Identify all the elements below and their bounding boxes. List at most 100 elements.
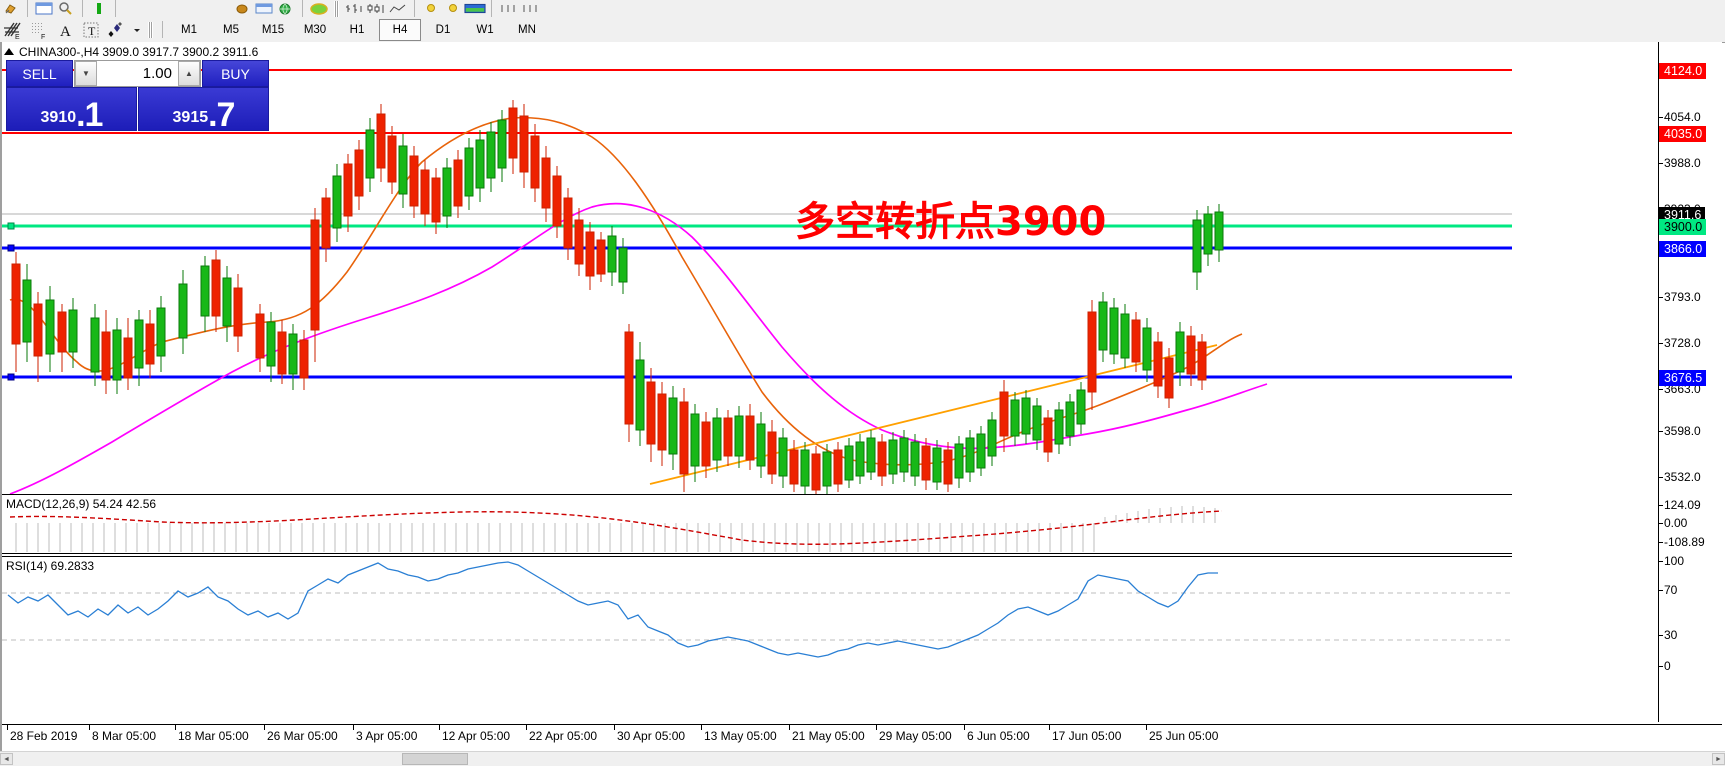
macd-panel[interactable]: MACD(12,26,9) 54.24 42.56 — [2, 495, 1512, 552]
svg-text:A: A — [60, 24, 71, 40]
magnifier-icon[interactable] — [55, 1, 77, 16]
date-tick: 26 Mar 05:00 — [267, 729, 338, 743]
date-scale[interactable]: 28 Feb 2019 8 Mar 05:00 18 Mar 05:00 26 … — [2, 724, 1722, 753]
toolbar-separator — [414, 0, 415, 17]
price-label-4035[interactable]: 4035.0 — [1659, 126, 1707, 142]
window-icon[interactable] — [33, 1, 55, 16]
rsi-panel[interactable]: RSI(14) 69.2833 — [2, 557, 1512, 722]
date-tick: 18 Mar 05:00 — [178, 729, 249, 743]
volume-value[interactable]: 1.00 — [142, 65, 172, 82]
date-tickmark — [789, 725, 790, 730]
svg-text:T: T — [88, 24, 96, 38]
green-panel-icon[interactable] — [464, 1, 486, 16]
window2-icon[interactable] — [253, 1, 275, 16]
price-label-3866[interactable]: 3866.0 — [1659, 241, 1707, 257]
buy-price-box[interactable]: 3915 .7 — [138, 87, 269, 131]
volume-increase-button[interactable]: ▲ — [178, 61, 200, 86]
buy-button[interactable]: BUY — [202, 60, 269, 87]
timeframe-m5[interactable]: M5 — [223, 23, 239, 36]
zoom-out-icon[interactable] — [519, 1, 541, 16]
date-tickmark — [526, 725, 527, 730]
green-circle-icon[interactable] — [308, 1, 330, 16]
date-tickmark — [701, 725, 702, 730]
chart-header: CHINA300-,H4 3909.0 3917.7 3900.2 3911.6 — [4, 44, 258, 59]
candle-chart-icon[interactable] — [365, 1, 387, 16]
rsi-label: RSI(14) 69.2833 — [6, 559, 95, 573]
volume-decrease-button[interactable]: ▼ — [75, 61, 97, 86]
objects-icon[interactable] — [104, 18, 130, 41]
scrollbar-thumb[interactable] — [402, 753, 468, 765]
date-tickmark — [89, 725, 90, 730]
price-tick: 3532.0 — [1659, 470, 1701, 484]
line-chart-icon[interactable] — [387, 1, 409, 16]
timeframe-h4[interactable]: H4 — [379, 18, 421, 41]
date-tickmark — [353, 725, 354, 730]
rsi-tick: 30 — [1659, 628, 1677, 642]
price-scale[interactable]: 4054.0 3988.0 3923.0 3793.0 3728.0 3663.… — [1658, 42, 1722, 722]
timeframe-m1[interactable]: M1 — [181, 23, 197, 36]
toolbar-top[interactable] — [0, 0, 1725, 18]
date-tick: 29 May 05:00 — [879, 729, 952, 743]
zoom-in-icon[interactable] — [497, 1, 519, 16]
macd-signal-line — [9, 510, 1223, 545]
date-tickmark — [175, 725, 176, 730]
price-tick: 3598.0 — [1659, 424, 1701, 438]
pin-icon[interactable] — [0, 1, 22, 16]
date-tick: 22 Apr 05:00 — [529, 729, 598, 743]
macd-chart-svg — [9, 506, 1223, 552]
timeframe-h1[interactable]: H1 — [349, 23, 365, 36]
timeframe-mn[interactable]: MN — [518, 23, 536, 36]
sell-button[interactable]: SELL — [6, 60, 73, 87]
bar-chart-icon[interactable] — [343, 1, 365, 16]
date-tick: 13 May 05:00 — [704, 729, 777, 743]
date-tickmark — [7, 725, 8, 730]
timeframe-w1[interactable]: W1 — [476, 23, 494, 36]
price-tick: 3793.0 — [1659, 290, 1701, 304]
price-label-3676[interactable]: 3676.5 — [1659, 370, 1707, 386]
buy-price-decimal: .7 — [208, 96, 235, 131]
light2-icon[interactable] — [442, 1, 464, 16]
rsi-chart-svg — [2, 561, 1512, 658]
toolbar-grip[interactable] — [334, 0, 339, 17]
trade-panel-prices[interactable]: 3910 .1 3915 .7 — [6, 87, 269, 131]
toolbar-separator — [82, 0, 83, 17]
scroll-left-arrow[interactable]: ◄ — [0, 753, 13, 765]
level-handle-3676 — [7, 373, 15, 381]
price-label-3900[interactable]: 3900.0 — [1659, 219, 1707, 235]
timeframe-m30[interactable]: M30 — [303, 23, 327, 36]
date-tick: 21 May 05:00 — [792, 729, 865, 743]
date-tick: 28 Feb 2019 — [10, 729, 78, 743]
toolbar-separator — [491, 0, 492, 17]
sell-price-box[interactable]: 3910 .1 — [6, 87, 137, 131]
one-click-trading-panel[interactable]: SELL ▼ 1.00 ▲ BUY 3910 .1 3915 .7 — [6, 60, 269, 132]
toolbar-main[interactable]: E F A T M1 M5 M15 M30 H1 H4 D1 W1 MN — [0, 17, 1725, 43]
horizontal-scrollbar[interactable]: ◄ ► — [0, 751, 1725, 766]
text-icon[interactable]: A — [52, 18, 78, 41]
panel-separator-rsi-2 — [2, 556, 1512, 557]
scroll-right-arrow[interactable]: ► — [1712, 753, 1725, 765]
coin-icon[interactable] — [231, 1, 253, 16]
volume-field[interactable]: ▼ 1.00 ▲ — [74, 60, 201, 87]
collapse-triangle-icon[interactable] — [4, 48, 14, 55]
timeframe-m15[interactable]: M15 — [261, 23, 285, 36]
date-tick: 12 Apr 05:00 — [442, 729, 511, 743]
indicators-icon[interactable]: E — [0, 18, 26, 41]
chevron-down-icon[interactable] — [130, 18, 144, 41]
date-tick: 8 Mar 05:00 — [92, 729, 157, 743]
toolbar-separator — [162, 21, 163, 38]
light-icon[interactable] — [420, 1, 442, 16]
rsi-line — [7, 561, 1218, 658]
date-tick: 30 Apr 05:00 — [617, 729, 686, 743]
green-bar-icon[interactable] — [88, 1, 110, 16]
chart-annotation: 多空转折点3900 — [795, 199, 1107, 245]
timeframe-toolbar-grip[interactable] — [148, 21, 153, 38]
chart-window[interactable]: 多空转折点3900 — [0, 42, 1722, 765]
label-icon[interactable]: T — [78, 18, 104, 41]
timeframe-d1[interactable]: D1 — [435, 23, 451, 36]
date-tick: 25 Jun 05:00 — [1149, 729, 1219, 743]
date-tick: 6 Jun 05:00 — [967, 729, 1030, 743]
globe-icon[interactable] — [275, 1, 297, 16]
trade-panel-controls[interactable]: SELL ▼ 1.00 ▲ BUY — [6, 60, 269, 88]
price-label-4124[interactable]: 4124.0 — [1659, 63, 1707, 79]
grid-icon[interactable]: F — [26, 18, 52, 41]
